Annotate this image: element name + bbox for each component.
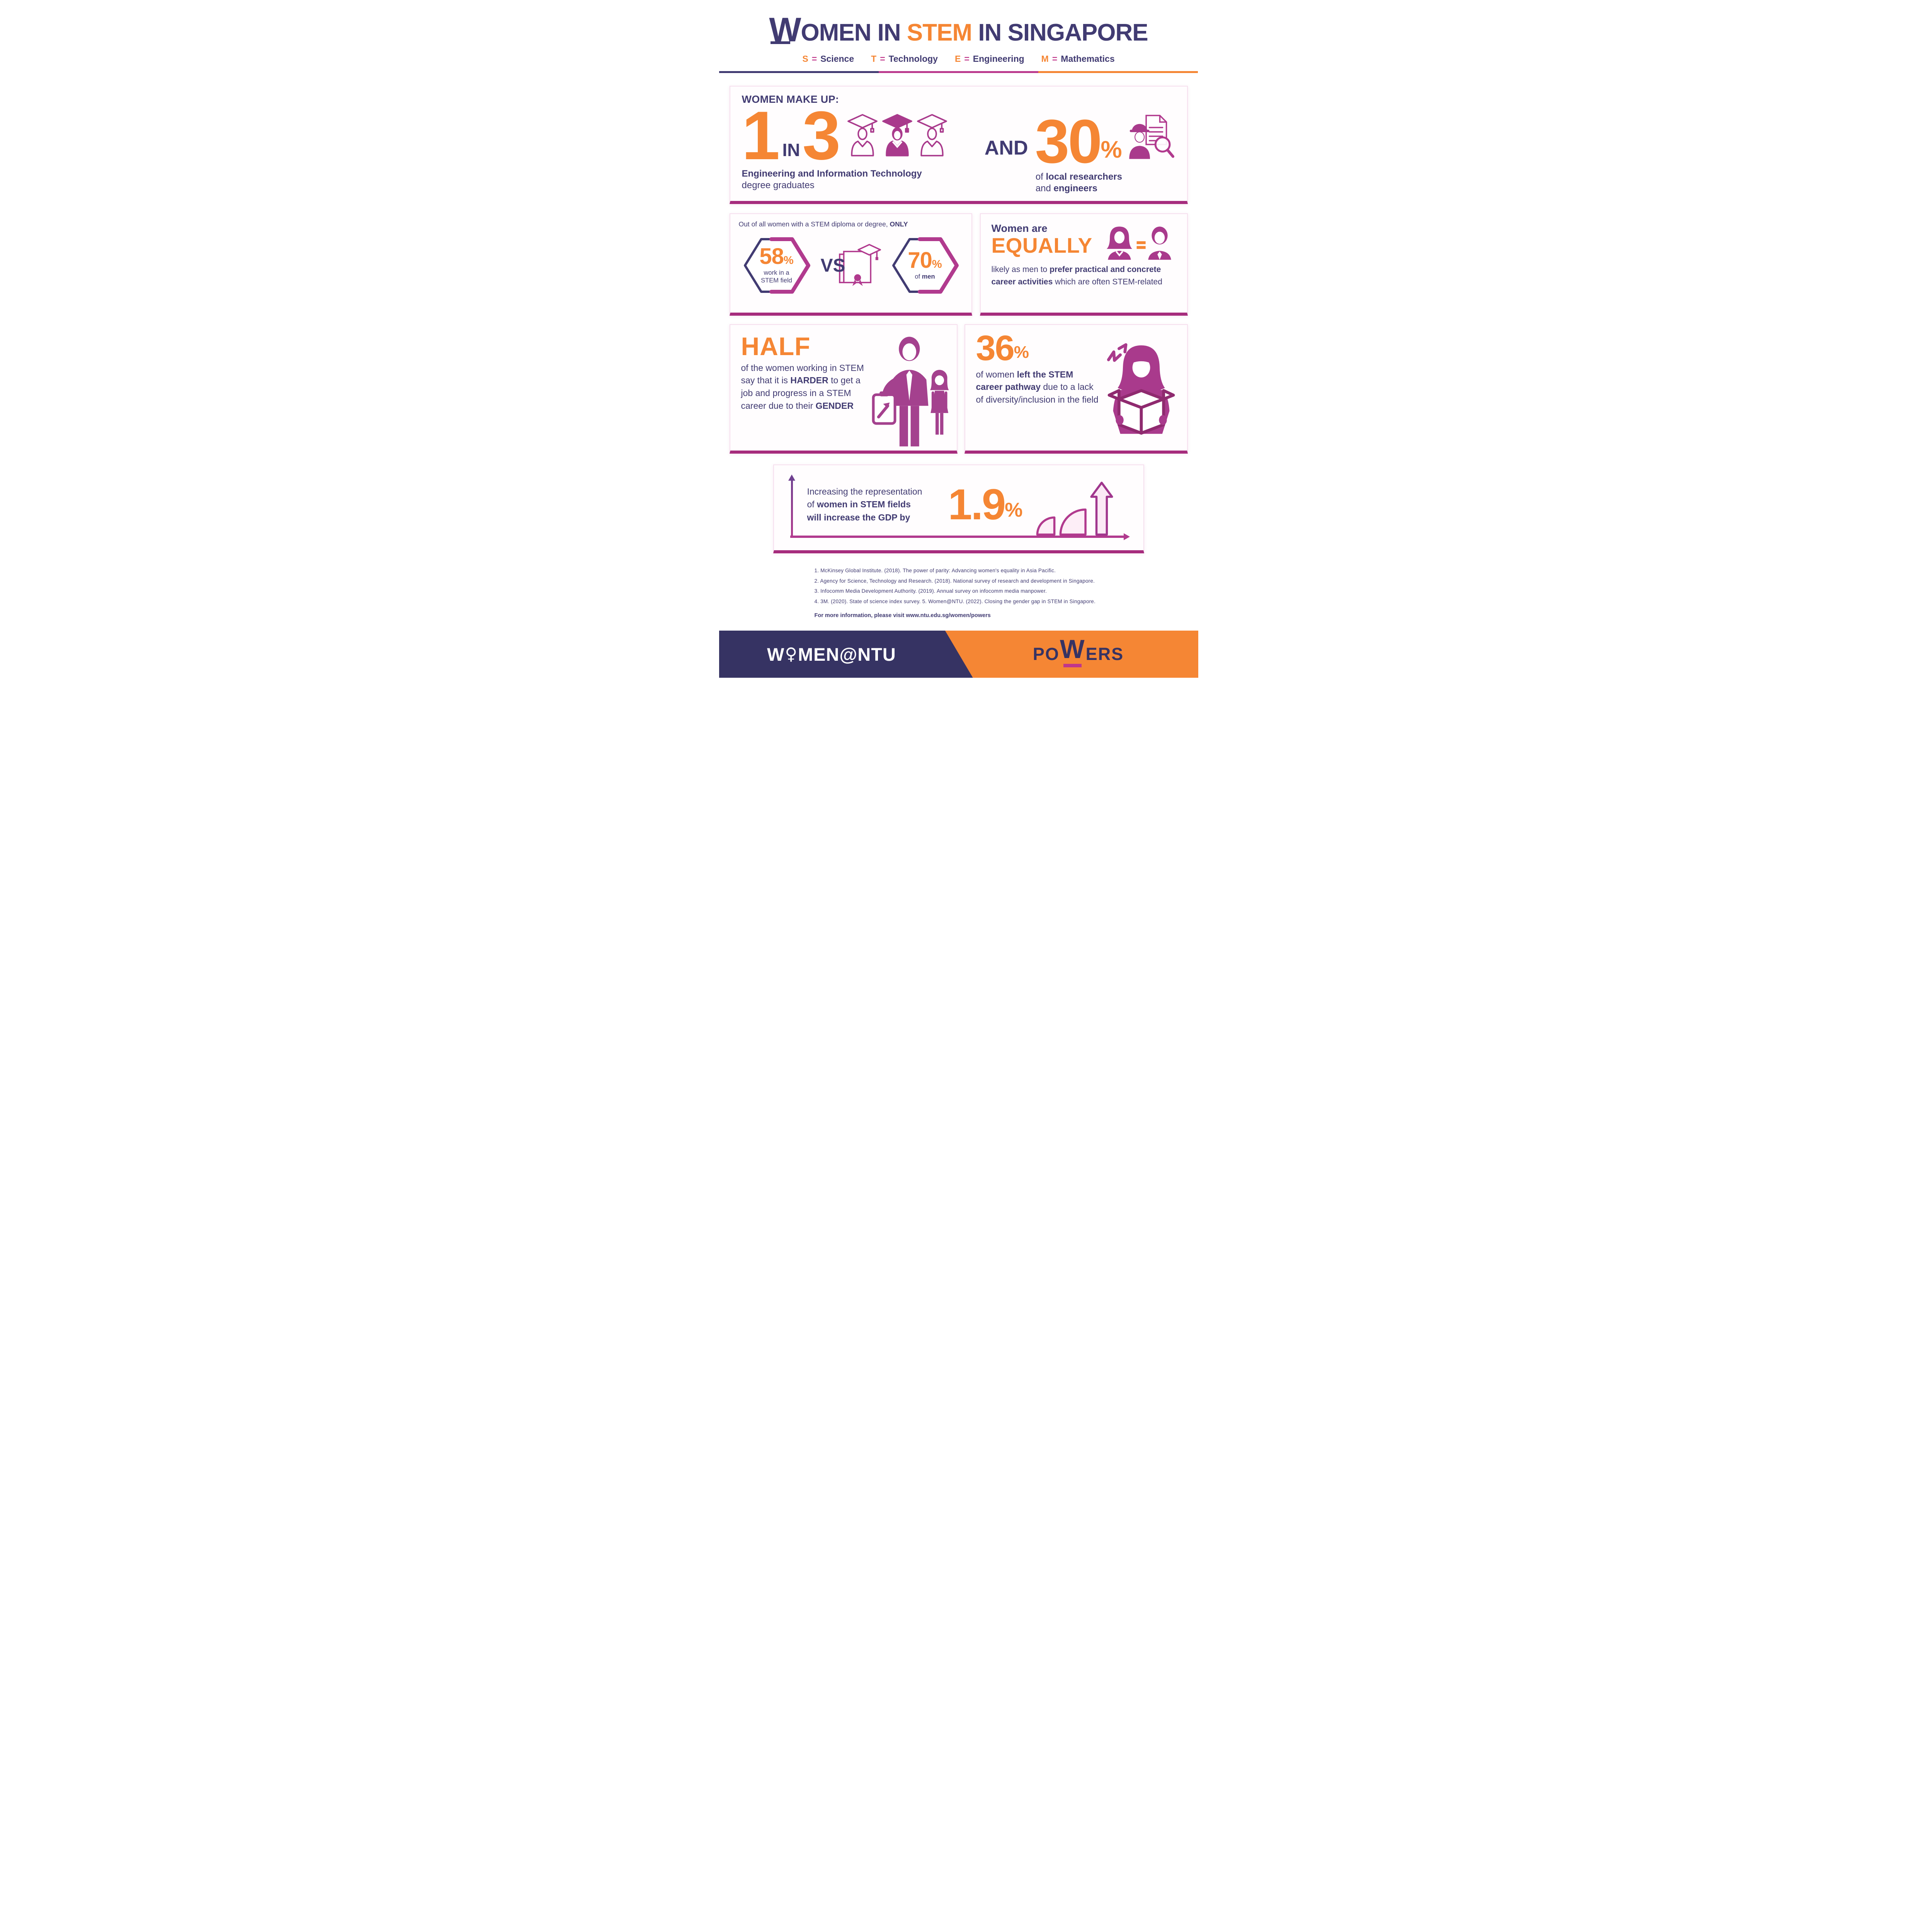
gdp-text: Increasing the representation of women i… xyxy=(807,486,922,522)
footer: W ♀ MEN@NTU PO W ERS xyxy=(719,631,1198,678)
graduate-outline-icon xyxy=(847,114,878,156)
and-label: AND xyxy=(984,137,1028,160)
citation-1: 1. McKinsey Global Institute. (2018). Th… xyxy=(814,568,1056,574)
divider-magenta-segment xyxy=(878,71,1039,73)
card-gdp-growth: Increasing the representation of women i… xyxy=(773,464,1144,554)
hexagon-70: 70% of men xyxy=(887,232,963,299)
infographic-page: WOMEN IN STEM IN SINGAPORE S = Science T = T… xyxy=(719,0,1198,678)
hex-70-label: of men xyxy=(915,273,935,280)
stem-legend: S = Science T = Technology E = Engineering M = M… xyxy=(719,54,1198,64)
card-half-harder: HALF of the women working in STEM say th… xyxy=(729,324,958,454)
hexagon-58: 58% work in a STEM field xyxy=(739,232,815,299)
divider-orange-segment xyxy=(1038,71,1198,73)
title-w-underlined: W xyxy=(769,10,801,49)
y-axis-arrow xyxy=(791,477,793,537)
content: WOMEN MAKE UP: 1 IN 3 xyxy=(719,86,1198,619)
card-equally-likely: Women are EQUALLY xyxy=(980,213,1188,316)
stat-1: 1 xyxy=(742,97,780,174)
graduate-filled-icon xyxy=(882,114,912,156)
card1-heading: WOMEN MAKE UP: xyxy=(742,94,839,105)
hexagon-badge-icon xyxy=(743,237,810,294)
graduate-icons xyxy=(846,107,948,163)
hex-58-label: work in a STEM field xyxy=(761,269,792,284)
legend-item-technology: T = Technology xyxy=(871,54,938,64)
graduates-caption: Engineering and Information Technology d… xyxy=(742,168,922,191)
equally-line2: EQUALLY xyxy=(991,233,1092,258)
woman-carrying-box-icon xyxy=(1107,343,1175,435)
title-part2: IN SINGAPORE xyxy=(972,19,1148,46)
woman-equals-man-icon xyxy=(1106,226,1171,260)
card-36-left-stem: 36 % of women left the STEM career pathw… xyxy=(964,324,1188,454)
stat-1-9: 1.9 % xyxy=(948,480,1023,529)
stat-30: 30 xyxy=(1035,107,1102,176)
stat-36: 36 % xyxy=(976,328,1029,368)
man-clipboard-and-woman-icon xyxy=(872,337,949,447)
researchers-caption: of local researchers and engineers xyxy=(1035,172,1122,194)
divider-navy-segment xyxy=(719,71,879,73)
stem-work-intro: Out of all women with a STEM diploma or … xyxy=(738,220,908,228)
half-headline: HALF xyxy=(741,332,811,361)
title-stem: STEM xyxy=(907,19,972,46)
growth-bars-arrow-icon xyxy=(1036,481,1113,536)
citation-3: 3. Infocomm Media Development Authority.… xyxy=(814,588,1047,594)
card-women-make-up: WOMEN MAKE UP: 1 IN 3 xyxy=(729,86,1188,204)
legend-item-mathematics: M = Mathematics xyxy=(1041,54,1115,64)
vs-block: VS xyxy=(820,243,881,288)
legend-item-engineering: E = Engineering xyxy=(954,54,1024,64)
title-part1: OMEN IN xyxy=(801,19,907,46)
stat-3: 3 xyxy=(802,97,841,174)
legend-item-science: S = Science xyxy=(802,54,854,64)
powers-logo: PO W ERS xyxy=(1032,635,1124,668)
female-symbol-icon: ♀ xyxy=(785,645,798,664)
citations: 1. McKinsey Global Institute. (2018). Th… xyxy=(815,567,1188,605)
citation-4: 4. 3M. (2020). State of science index su… xyxy=(814,598,1095,604)
footer-navy-panel xyxy=(719,631,973,678)
equally-body: likely as men to prefer practical and co… xyxy=(991,265,1162,286)
graduate-outline-icon xyxy=(917,114,947,156)
hexagon-badge-icon xyxy=(892,237,959,294)
stat-30-percent: % xyxy=(1101,136,1122,163)
stat-36-body: of women left the STEM career pathway du… xyxy=(976,369,1099,405)
vs-label: VS xyxy=(820,255,845,276)
more-info-link-text: For more information, please visit www.n… xyxy=(814,612,991,619)
half-body: of the women working in STEM say that it… xyxy=(741,362,864,411)
researcher-engineer-icon xyxy=(1129,115,1174,159)
powers-w-underlined: W xyxy=(1060,635,1085,668)
diploma-icon xyxy=(839,244,881,286)
citation-2: 2. Agency for Science, Technology and Re… xyxy=(814,578,1095,584)
header: WOMEN IN STEM IN SINGAPORE S = Science T = T… xyxy=(719,0,1198,73)
tri-color-divider xyxy=(719,71,1198,73)
stat-in-label: IN xyxy=(782,140,800,160)
equally-line1: Women are xyxy=(991,223,1048,235)
x-axis-arrow xyxy=(790,536,1128,538)
women-at-ntu-logo: W ♀ MEN@NTU xyxy=(767,644,896,665)
page-title: WOMEN IN STEM IN SINGAPORE xyxy=(719,10,1198,49)
card-stem-work: Out of all women with a STEM diploma or … xyxy=(729,213,972,316)
